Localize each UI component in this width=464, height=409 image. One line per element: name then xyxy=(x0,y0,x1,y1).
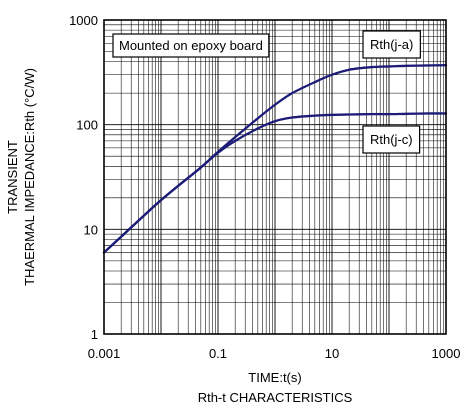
chart-title: Rth-t CHARACTERISTICS xyxy=(198,390,353,405)
x-tick-label: 1000 xyxy=(432,346,461,361)
series-label-rth-ja-text: Rth(j-a) xyxy=(370,37,413,52)
x-tick-labels: 0.001 0.1 10 1000 xyxy=(88,346,461,361)
series-label-rth-jc: Rth(j-c) xyxy=(362,125,421,154)
series-line-rth-jc xyxy=(102,112,448,254)
x-tick-label: 0.1 xyxy=(209,346,227,361)
series-label-rth-ja-box xyxy=(362,30,421,59)
x-tick-label: 0.001 xyxy=(88,346,121,361)
y-tick-label: 10 xyxy=(84,222,98,237)
y-tick-label: 100 xyxy=(76,118,98,133)
x-axis-label: TIME:t(s) xyxy=(248,370,301,385)
curves xyxy=(102,64,448,254)
x-tick-label: 10 xyxy=(325,346,339,361)
plot-frame xyxy=(103,19,447,335)
y-axis-label-line-2: THAERMAL IMPEDANCE:Rth (°C/W) xyxy=(22,68,37,286)
series-label-rth-ja: Rth(j-a) xyxy=(362,30,421,59)
y-tick-label: 1000 xyxy=(69,13,98,28)
annotation-rect xyxy=(112,33,270,58)
series-label-rth-jc-box xyxy=(362,125,421,154)
annotation-text: Mounted on epoxy board xyxy=(119,38,263,53)
grid xyxy=(104,20,446,334)
y-axis-label-line-1: TRANSIENT xyxy=(5,140,20,214)
y-tick-labels: 1 10 100 1000 xyxy=(69,13,98,342)
annotation-box: Mounted on epoxy board xyxy=(112,33,270,58)
y-axis-label: TRANSIENT THAERMAL IMPEDANCE:Rth (°C/W) xyxy=(5,68,37,286)
series-label-rth-jc-text: Rth(j-c) xyxy=(370,132,413,147)
y-tick-label: 1 xyxy=(91,327,98,342)
